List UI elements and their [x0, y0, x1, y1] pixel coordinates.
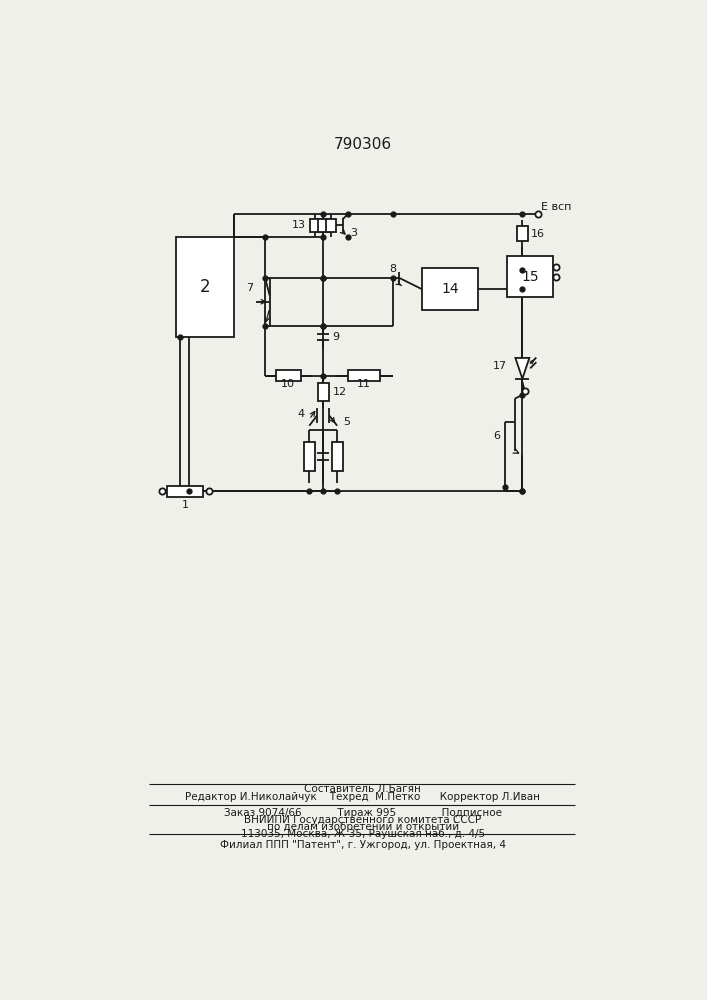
Text: 5: 5: [344, 417, 351, 427]
Text: 14: 14: [441, 282, 459, 296]
Text: 6: 6: [493, 431, 501, 441]
Text: по делам изобретений и открытий: по делам изобретений и открытий: [267, 822, 459, 832]
Text: 7: 7: [246, 283, 253, 293]
Text: Филиал ППП "Патент", г. Ужгород, ул. Проектная, 4: Филиал ППП "Патент", г. Ужгород, ул. Про…: [220, 840, 506, 850]
Text: 16: 16: [531, 229, 545, 239]
Bar: [325, 219, 337, 232]
Text: 3: 3: [351, 228, 357, 238]
Text: Заказ 9074/66           Тираж 995              Подписное: Заказ 9074/66 Тираж 995 Подписное: [223, 808, 502, 818]
Bar: [332, 442, 343, 471]
Text: 1: 1: [182, 500, 189, 510]
Bar: [276, 370, 301, 381]
Text: 2: 2: [199, 278, 210, 296]
Bar: [168, 486, 203, 497]
Bar: [317, 219, 329, 232]
Bar: [304, 442, 315, 471]
Text: 9: 9: [332, 332, 339, 342]
Bar: [421, 268, 478, 310]
Text: 12: 12: [332, 387, 346, 397]
Text: Составитель Л.Багян: Составитель Л.Багян: [304, 784, 421, 794]
Text: 790306: 790306: [334, 137, 392, 152]
Bar: [176, 237, 234, 337]
Text: ВНИИПИ Государственного комитета СССР: ВНИИПИ Государственного комитета СССР: [244, 815, 481, 825]
Text: 15: 15: [521, 270, 539, 284]
Bar: [507, 256, 554, 297]
Text: E вcп: E вcп: [541, 202, 571, 212]
Text: 113035, Москва, Ж-35, Раушская наб., д. 4/5: 113035, Москва, Ж-35, Раушская наб., д. …: [240, 829, 485, 839]
Bar: [317, 383, 329, 401]
Text: 4: 4: [298, 409, 305, 419]
Polygon shape: [515, 358, 530, 379]
Text: 10: 10: [281, 379, 296, 389]
Bar: [310, 219, 321, 232]
Text: 13: 13: [292, 220, 306, 230]
Text: 8: 8: [389, 264, 396, 274]
Bar: [348, 370, 380, 381]
Text: 11: 11: [357, 379, 371, 389]
Text: 17: 17: [493, 361, 507, 371]
Text: Редактор И.Николайчук    Техред  М.Петко      Корректор Л.Иван: Редактор И.Николайчук Техред М.Петко Кор…: [185, 792, 540, 802]
Bar: [517, 226, 528, 241]
